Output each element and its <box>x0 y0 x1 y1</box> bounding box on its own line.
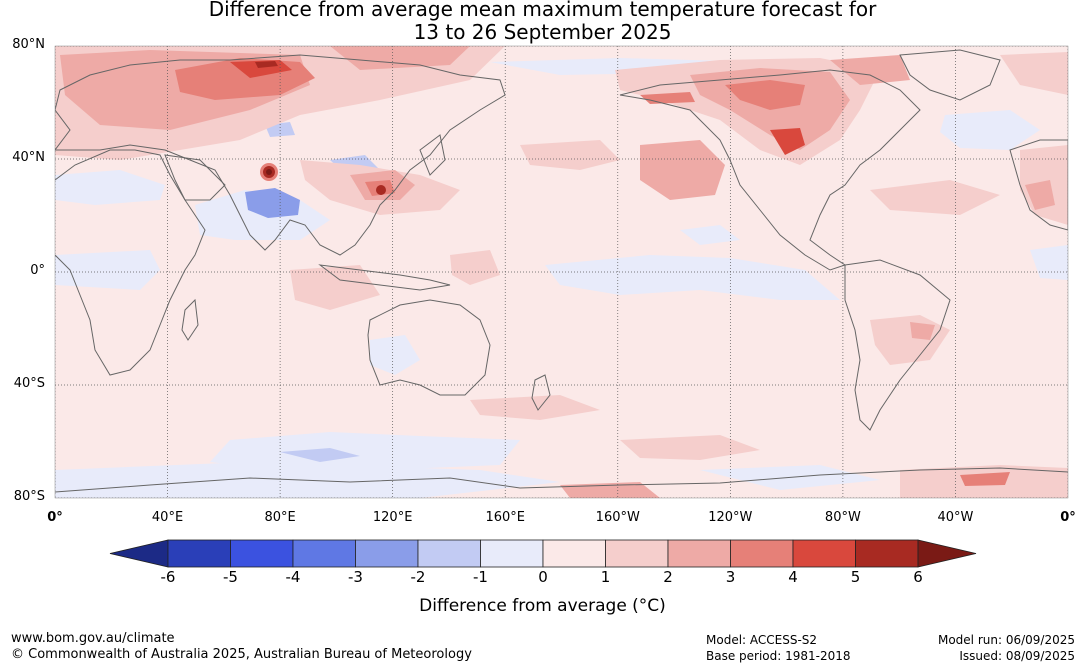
longitude-label: 160°W <box>595 510 640 525</box>
longitude-label: 0° <box>47 510 63 525</box>
colorbar-cell <box>542 539 606 568</box>
coastline-arabia <box>164 154 226 201</box>
anomaly-patch <box>960 472 1010 486</box>
below-average-patches <box>55 58 1068 498</box>
colorbar-cell <box>417 539 481 568</box>
colorbar-cell <box>230 539 294 568</box>
coastline-greenland <box>899 49 1001 101</box>
anomaly-patch <box>280 448 360 462</box>
coastline-south-america <box>844 259 951 431</box>
colorbar-tick-label: 6 <box>913 568 923 586</box>
latitude-label: 80°N <box>12 37 45 52</box>
colorbar-tick-label: -6 <box>160 568 176 586</box>
colorbar-cell <box>605 539 669 568</box>
colorbar-tick-label: -1 <box>473 568 488 586</box>
colorbar-label: Difference from average (°C) <box>419 596 666 616</box>
anomaly-patch <box>545 255 840 300</box>
anomaly-patch <box>770 128 805 155</box>
anomaly-patch <box>725 80 805 110</box>
colorbar-cell <box>292 539 356 568</box>
anomaly-patch <box>245 188 300 218</box>
anomaly-patch <box>1025 180 1055 210</box>
anomaly-patch <box>910 322 935 340</box>
anomaly-patch <box>830 55 910 85</box>
coastline-europe <box>1009 139 1068 231</box>
colorbar-cell <box>730 539 794 568</box>
footer-website: www.bom.gov.au/climate <box>11 631 175 646</box>
colorbar-tick-label: -4 <box>285 568 301 586</box>
anomaly-patch <box>680 225 740 245</box>
chart-title-line-2: 13 to 26 September 2025 <box>413 20 672 44</box>
footer-model: Model: ACCESS-S2 <box>706 633 818 647</box>
anomaly-patch <box>290 265 380 310</box>
anomaly-patch <box>870 180 1000 215</box>
anomaly-patch <box>1000 52 1068 95</box>
longitude-label: 120°W <box>708 510 753 525</box>
colorbar-tick-label: 0 <box>538 568 548 586</box>
anomaly-patch <box>55 170 165 205</box>
anomaly-patch <box>210 432 520 470</box>
colorbar-tick-label: 2 <box>663 568 673 586</box>
latitude-label: 0° <box>30 263 45 278</box>
anomaly-patch <box>470 395 600 420</box>
colorbar-tick-label: 1 <box>600 568 611 586</box>
colorbar-tick-label: 4 <box>788 568 798 586</box>
chart-title-line-1: Difference from average mean maximum tem… <box>208 0 877 21</box>
anomaly-patch <box>376 185 386 195</box>
longitude-label: 0° <box>1060 510 1076 525</box>
latitude-label: 40°N <box>12 150 45 165</box>
graticule <box>55 46 1068 498</box>
anomaly-patch <box>940 110 1040 150</box>
colorbar-cell <box>855 539 919 568</box>
longitude-label: 40°E <box>151 510 184 525</box>
colorbar-tick-label: -3 <box>348 568 363 586</box>
anomaly-patch <box>330 46 470 70</box>
longitude-label: 80°E <box>264 510 296 525</box>
colorbar-extend-high <box>917 539 977 568</box>
colorbar-cells <box>109 539 977 568</box>
coastline-australia <box>367 299 491 396</box>
coastline-north-america <box>619 69 921 271</box>
longitude-label: 120°E <box>372 510 413 525</box>
colorbar-tick-label: -2 <box>410 568 426 586</box>
anomaly-patch <box>255 61 278 68</box>
anomaly-patch <box>1030 245 1068 280</box>
anomaly-patch <box>370 335 420 375</box>
map-frame <box>54 45 1069 499</box>
footer-model-run: Model run: 06/09/2025 <box>937 633 1075 647</box>
longitude-label: 40°W <box>937 510 974 525</box>
colorbar-tick-label: -5 <box>223 568 238 586</box>
footer-copyright: © Commonwealth of Australia 2025, Austra… <box>11 647 472 662</box>
footer-issued: Issued: 08/09/2025 <box>959 649 1075 663</box>
colorbar-cell <box>792 539 856 568</box>
coastline-antarctica <box>55 467 1068 493</box>
anomaly-patch <box>266 169 272 175</box>
colorbar-tick-label: 3 <box>725 568 736 586</box>
coastline-new-zealand <box>531 374 551 411</box>
anomaly-patch <box>450 250 500 285</box>
colorbar-cell <box>355 539 419 568</box>
coastline-madagascar <box>181 298 199 341</box>
colorbar-cell <box>167 539 231 568</box>
latitude-label: 40°S <box>13 376 45 391</box>
anomaly-patch <box>640 140 725 200</box>
coastline-eurasia <box>55 54 506 256</box>
anomaly-patch <box>620 435 760 460</box>
longitude-label: 160°E <box>485 510 525 525</box>
footer-base-period: Base period: 1981-2018 <box>706 649 851 663</box>
coastlines <box>55 49 1068 493</box>
anomaly-patch <box>55 250 160 290</box>
anomaly-patch <box>520 140 620 170</box>
coastline-africa <box>55 149 206 376</box>
colorbar-cell <box>480 539 544 568</box>
colorbar-extend-low <box>109 539 169 568</box>
longitude-label: 80°W <box>824 510 861 525</box>
colorbar-cell <box>667 539 731 568</box>
colorbar-tick-label: 5 <box>850 568 861 586</box>
coastline-japan <box>419 134 446 176</box>
latitude-label: 80°S <box>13 489 45 504</box>
